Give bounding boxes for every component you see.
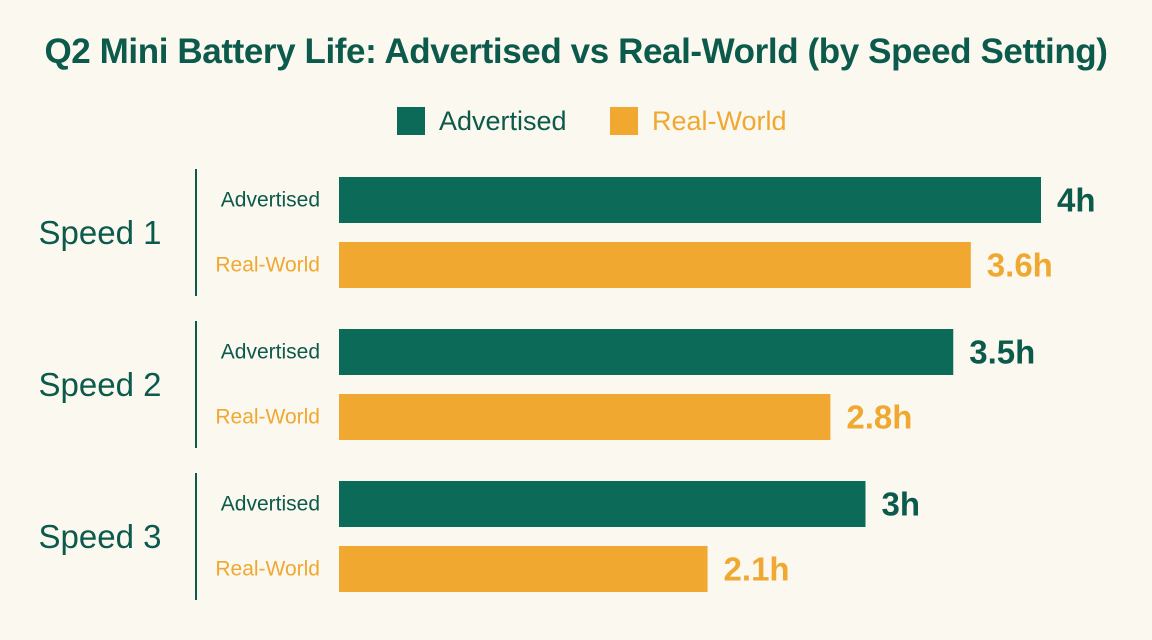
category-label: Speed 1 [39, 214, 162, 251]
bar-value-label: 3.6h [987, 247, 1053, 284]
bar [339, 329, 954, 375]
category-label: Speed 2 [39, 366, 162, 403]
legend-item-real-world: Real-World [610, 104, 787, 138]
bar-value-label: 2.1h [724, 551, 790, 588]
bar [339, 546, 708, 592]
chart-title: Q2 Mini Battery Life: Advertised vs Real… [44, 32, 1108, 71]
bar-value-label: 3h [882, 486, 921, 523]
bar-value-label: 3.5h [969, 334, 1035, 371]
bar-value-label: 2.8h [846, 399, 912, 436]
bar-series-label: Advertised [221, 341, 320, 364]
legend-item-advertised: Advertised [397, 104, 567, 138]
bar [339, 481, 866, 527]
bar-series-label: Real-World [215, 406, 320, 429]
chart-legend: Advertised Real-World [0, 104, 1152, 138]
bar [339, 394, 831, 440]
bar-series-label: Advertised [221, 493, 320, 516]
legend-swatch-real-world [610, 107, 638, 135]
bar-series-label: Real-World [215, 254, 320, 277]
bar [339, 242, 971, 288]
bar-value-label: 4h [1057, 182, 1096, 219]
bar-series-label: Advertised [221, 189, 320, 212]
legend-swatch-advertised [397, 107, 425, 135]
bar-series-label: Real-World [215, 558, 320, 581]
bar [339, 177, 1041, 223]
legend-label-real-world: Real-World [652, 105, 787, 136]
legend-label-advertised: Advertised [439, 105, 567, 136]
category-label: Speed 3 [39, 518, 162, 555]
